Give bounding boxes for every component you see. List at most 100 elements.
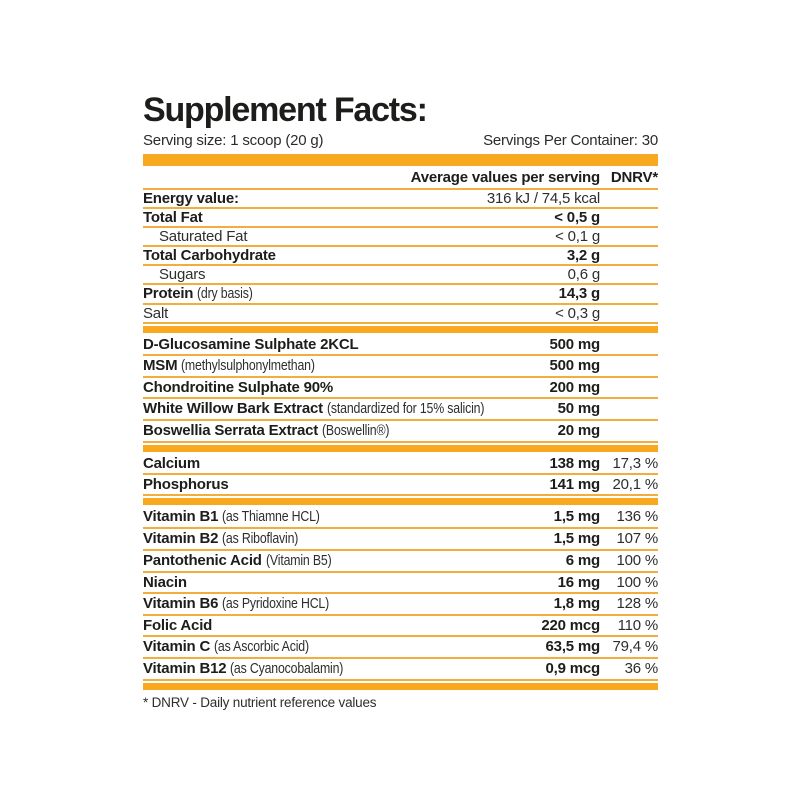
table-row: Vitamin B6 (as Pyridoxine HCL) 1,8 mg 128… [143,594,658,616]
row-label-main: Niacin [143,574,187,591]
row-label-main: Chondroitine Sulphate 90% [143,379,334,396]
table-row: Sugars 0,6 g [143,266,658,285]
row-value: 0,9 mcg [545,660,601,677]
row-label: Vitamin C (as Ascorbic Acid) [143,639,546,655]
row-label: Protein (dry basis) [143,286,559,302]
row-label-main: Folic Acid [143,617,213,634]
row-label: Vitamin B6 (as Pyridoxine HCL) [143,596,554,612]
table-row: Vitamin B2 (as Riboflavin) 1,5 mg 107 % [143,529,658,551]
row-note: (Vitamin B5) [265,553,332,569]
row-label: MSM (methylsulphonylmethan) [143,358,550,374]
row-dnrv: 100 % [616,574,658,591]
row-label-main: Protein [143,285,194,302]
row-label: White Willow Bark Extract (standardized f… [143,401,558,417]
row-value: 6 mg [565,552,600,569]
row-dnrv: 20,1 % [612,476,659,493]
section-divider [143,683,658,690]
row-label-main: Energy value: [143,190,239,207]
table-row: Niacin 16 mg 100 % [143,573,658,594]
row-label-main: Vitamin C [143,638,211,655]
row-label-main: Salt [143,305,169,322]
table-row: Boswellia Serrata Extract (Boswellin®) 20… [143,421,658,443]
row-value: 63,5 mg [545,638,601,655]
table-row: Protein (dry basis) 14,3 g [143,285,658,305]
row-label: Boswellia Serrata Extract (Boswellin®) [143,423,558,439]
row-note: (methylsulphonylmethan) [181,358,316,374]
row-label: Salt [143,306,555,321]
row-note: (as Cyanocobalamin) [230,661,344,677]
row-label: Calcium [143,456,550,471]
row-dnrv: 107 % [616,530,658,547]
row-label-main: Saturated Fat [159,228,248,245]
row-label-main: D-Glucosamine Sulphate 2KCL [143,336,359,353]
row-value: 1,8 mg [553,595,601,612]
table-row: Energy value: 316 kJ / 74,5 kcal [143,190,658,209]
row-label: Folic Acid [143,618,541,633]
row-label-main: Total Fat [143,209,203,226]
row-label-main: Boswellia Serrata Extract [143,422,319,439]
row-label: Vitamin B2 (as Riboflavin) [143,531,554,547]
row-note: (as Pyridoxine HCL) [222,596,330,612]
row-label: Pantothenic Acid (Vitamin B5) [143,553,566,569]
table-row: Total Fat < 0,5 g [143,209,658,228]
table-row: Vitamin B1 (as Thiamne HCL) 1,5 mg 136 % [143,507,658,529]
row-label-main: Vitamin B12 [143,660,227,677]
row-label: Energy value: [143,191,487,206]
table-row: Vitamin C (as Ascorbic Acid) 63,5 mg 79,4… [143,637,658,659]
table-header-row: Average values per serving DNRV* [143,166,658,190]
row-dnrv: 17,3 % [612,455,659,472]
row-label: Sugars [143,267,568,282]
row-dnrv: 110 % [617,617,659,634]
table-row: D-Glucosamine Sulphate 2KCL 500 mg [143,335,658,356]
row-label-main: Calcium [143,455,200,472]
section-divider [143,445,658,452]
row-value: 141 mg [549,476,601,493]
row-dnrv: 136 % [616,508,658,525]
footnote: * DNRV - Daily nutrient reference values [143,695,377,710]
row-value: < 0,5 g [554,209,600,226]
row-label: Vitamin B12 (as Cyanocobalamin) [143,661,546,677]
row-value: < 0,1 g [555,228,600,245]
row-label: Total Carbohydrate [143,248,567,263]
row-label-main: Pantothenic Acid [143,552,262,569]
table-row: Folic Acid 220 mcg 110 % [143,616,658,637]
row-note: (Boswellin®) [322,423,390,439]
row-label-main: Phosphorus [143,476,229,493]
row-value: 0,6 g [567,266,601,283]
row-value: 500 mg [549,357,601,374]
row-dnrv: 36 % [624,660,659,677]
row-value: 200 mg [549,379,601,396]
top-divider [143,154,658,166]
row-note: (as Riboflavin) [222,531,299,547]
row-value: 16 mg [557,574,601,591]
row-dnrv: 128 % [616,595,658,612]
row-value: 50 mg [557,400,601,417]
row-label-main: Vitamin B6 [143,595,219,612]
table-header-values: Average values per serving [410,169,601,186]
table-row: Calcium 138 mg 17,3 % [143,454,658,475]
row-value: 138 mg [549,455,601,472]
table-row: MSM (methylsulphonylmethan) 500 mg [143,356,658,378]
table-row: Vitamin B12 (as Cyanocobalamin) 0,9 mcg 3… [143,659,658,681]
section-divider [143,326,658,333]
row-value: 220 mcg [541,617,600,634]
table-row: Saturated Fat < 0,1 g [143,228,658,247]
table-row: Phosphorus 141 mg 20,1 % [143,475,658,496]
row-value: 500 mg [549,336,601,353]
table-row: Salt < 0,3 g [143,305,658,324]
table-row: White Willow Bark Extract (standardized f… [143,399,658,421]
row-label: Total Fat [143,210,554,225]
row-label: Niacin [143,575,558,590]
table-header-dnrv: DNRV* [610,169,658,186]
table-row: Total Carbohydrate 3,2 g [143,247,658,266]
row-label: Vitamin B1 (as Thiamne HCL) [143,509,554,525]
table-row: Pantothenic Acid (Vitamin B5) 6 mg 100 % [143,551,658,573]
serving-row: Serving size: 1 scoop (20 g) Servings Pe… [143,132,658,149]
row-label-main: Vitamin B2 [143,530,219,547]
row-note: (dry basis) [197,286,253,302]
row-label: Saturated Fat [143,229,555,244]
row-note: (as Ascorbic Acid) [214,639,310,655]
label-content: Supplement Facts: Serving size: 1 scoop … [143,93,658,710]
row-value: 20 mg [557,422,601,439]
